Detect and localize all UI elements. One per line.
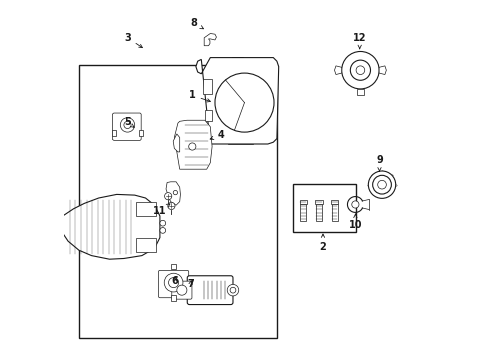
Bar [331, 204, 337, 221]
Circle shape [167, 202, 175, 210]
Bar [112, 130, 116, 136]
Circle shape [173, 190, 177, 195]
Circle shape [230, 287, 235, 293]
Polygon shape [204, 33, 216, 46]
Circle shape [177, 285, 186, 295]
Circle shape [341, 51, 378, 89]
Circle shape [164, 273, 183, 292]
Circle shape [349, 60, 370, 80]
Circle shape [367, 171, 395, 198]
Bar [315, 199, 322, 204]
Bar [204, 110, 212, 121]
Bar [170, 295, 176, 301]
Circle shape [160, 228, 165, 233]
Circle shape [168, 278, 178, 288]
Text: 2: 2 [319, 234, 325, 252]
Bar [299, 199, 306, 204]
Bar [300, 204, 305, 221]
Bar [136, 202, 156, 216]
Circle shape [160, 220, 165, 226]
Text: 9: 9 [375, 155, 382, 171]
Bar [203, 79, 212, 94]
Bar [139, 130, 142, 136]
FancyBboxPatch shape [187, 276, 232, 305]
Polygon shape [166, 182, 180, 205]
Text: 10: 10 [348, 214, 362, 230]
Text: 3: 3 [124, 33, 142, 48]
Text: 7: 7 [187, 279, 193, 289]
Polygon shape [378, 66, 386, 75]
Text: 8: 8 [190, 18, 203, 29]
Bar [170, 264, 176, 269]
Bar [292, 184, 355, 232]
Polygon shape [196, 58, 278, 144]
FancyBboxPatch shape [158, 270, 188, 298]
Polygon shape [174, 120, 212, 169]
Text: 12: 12 [352, 33, 366, 49]
Circle shape [351, 201, 358, 208]
Bar [79, 65, 276, 338]
Polygon shape [112, 113, 141, 140]
Polygon shape [334, 66, 341, 75]
Circle shape [215, 73, 273, 132]
Circle shape [123, 121, 131, 129]
Circle shape [377, 180, 386, 189]
Text: 1: 1 [188, 90, 210, 102]
Circle shape [120, 118, 134, 132]
Circle shape [355, 66, 364, 75]
Text: 6: 6 [171, 276, 177, 286]
Text: 4: 4 [210, 130, 224, 140]
Circle shape [164, 193, 171, 200]
Bar [316, 204, 321, 221]
Polygon shape [59, 194, 160, 259]
Circle shape [188, 143, 196, 150]
Circle shape [227, 284, 238, 296]
FancyBboxPatch shape [171, 281, 192, 299]
Text: 11: 11 [153, 204, 170, 216]
Polygon shape [173, 134, 179, 152]
Bar [330, 199, 338, 204]
Polygon shape [356, 89, 363, 95]
Text: 5: 5 [124, 117, 134, 127]
Circle shape [372, 175, 390, 194]
Bar [136, 238, 156, 252]
